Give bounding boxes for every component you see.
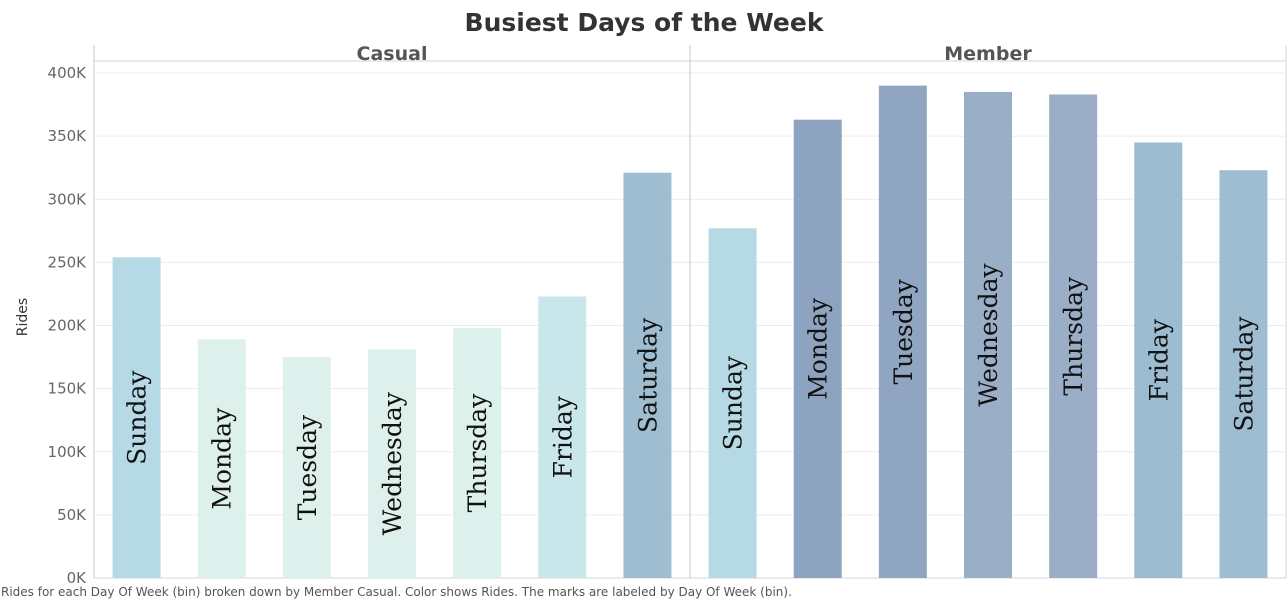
panels: Casual Sunday Monday Tuesday Wednesday Thursd…: [112, 43, 1268, 579]
y-tick-label: 400K: [48, 64, 88, 82]
bar-label: Monday: [804, 297, 833, 400]
bar-label: Sunday: [123, 370, 152, 465]
bar-label: Wednesday: [378, 391, 407, 535]
bar-member-friday: [1134, 142, 1183, 578]
bar-label: Wednesday: [974, 262, 1003, 406]
bar-member-tuesday: [878, 85, 927, 578]
bar-member-sunday: [708, 228, 757, 578]
bar-label: Saturday: [633, 317, 662, 433]
panel-title: Casual: [357, 43, 428, 65]
panel-casual: Casual Sunday Monday Tuesday Wednesday Thursd…: [112, 43, 672, 579]
bar-casual-sunday: [112, 257, 161, 578]
panel-member: Member Sunday Monday Tuesday Wednesday Thursd…: [689, 43, 1268, 579]
bar-member-thursday: [1049, 94, 1098, 579]
y-axis: 0K 50K 100K 150K 200K 250K 300K 350K 400K: [48, 64, 88, 587]
bar-label: Monday: [208, 407, 237, 510]
y-tick-label: 100K: [48, 443, 88, 461]
bar-casual-wednesday: [368, 349, 416, 578]
y-tick-label: 300K: [48, 190, 88, 208]
bar-label: Tuesday: [889, 278, 918, 384]
y-tick-label: 150K: [48, 380, 88, 398]
bar-casual-friday: [538, 296, 587, 578]
y-tick-label: 0K: [67, 569, 88, 587]
bar-casual-tuesday: [282, 357, 331, 578]
bar-casual-monday: [197, 339, 246, 578]
y-tick-label: 50K: [57, 506, 87, 524]
bar-casual-saturday: [623, 172, 672, 579]
bar-label: Saturday: [1229, 316, 1258, 432]
bar-casual-thursday: [453, 328, 502, 578]
bar-label: Friday: [548, 395, 577, 478]
bar-member-saturday: [1219, 170, 1268, 578]
y-tick-label: 250K: [48, 253, 88, 271]
bar-member-monday: [793, 119, 842, 579]
bar-label: Tuesday: [293, 414, 322, 520]
bar-label: Thursday: [1059, 276, 1088, 396]
y-tick-label: 200K: [48, 317, 88, 335]
chart-title: Busiest Days of the Week: [465, 8, 825, 37]
chart-caption: Rides for each Day Of Week (bin) broken …: [1, 585, 792, 599]
y-tick-label: 350K: [48, 127, 88, 145]
bar-label: Friday: [1144, 318, 1173, 401]
bar-member-wednesday: [964, 91, 1012, 578]
bar-label: Sunday: [719, 355, 748, 450]
panel-title: Member: [944, 43, 1032, 65]
y-axis-label: Rides: [15, 298, 31, 336]
bar-label: Thursday: [463, 393, 492, 513]
